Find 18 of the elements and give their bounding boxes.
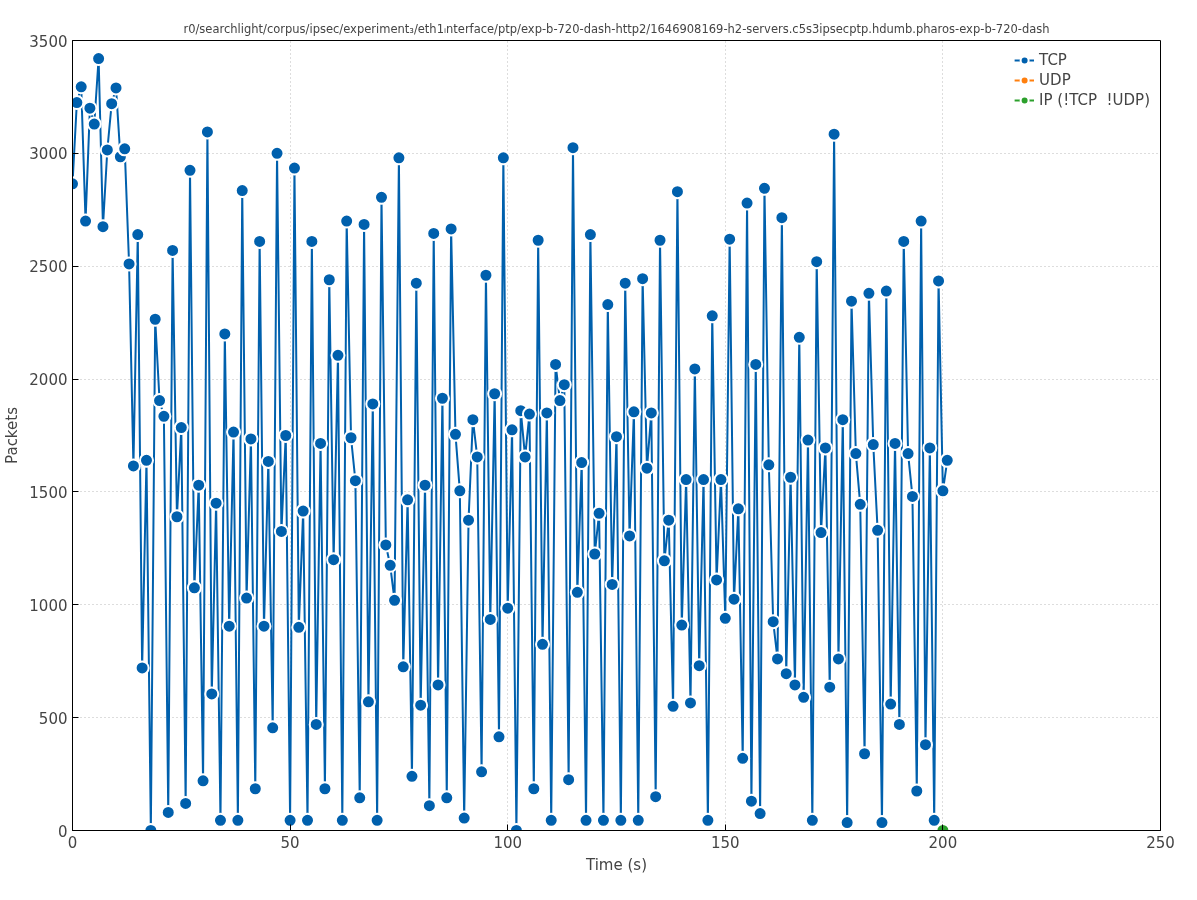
y-tick-label: 3500 (29, 32, 68, 51)
y-tick-label: 3000 (29, 145, 68, 164)
x-tick-label: 50 (280, 833, 300, 852)
x-tick-label: 100 (493, 833, 523, 852)
y-tick-label: 500 (38, 709, 68, 728)
legend-label: UDP (1039, 71, 1071, 89)
y-tick-label: 1500 (29, 483, 68, 502)
x-axis-title: Time (s) (585, 855, 647, 874)
legend-label: IP (!TCP !UDP) (1039, 91, 1150, 109)
x-tick-label: 200 (928, 833, 958, 852)
y-tick-label: 2000 (29, 371, 68, 390)
y-tick-label: 1000 (29, 596, 68, 615)
y-tick-label: 2500 (29, 258, 68, 277)
x-tick-label: 250 (1146, 833, 1175, 852)
legend-label: TCP (1039, 51, 1067, 69)
chart-title: r0/searchlight/corpus/ipsec/experiment₃/eth1ᵢnterface/ptp/exp-b-720-dash-http2/1646908169-h2-servers.c5s3ipsecptp.hdumb.pharos-exp-b-720-dash (183, 21, 1050, 36)
x-tick-label: 150 (710, 833, 740, 852)
y-axis-title: Packets (3, 406, 22, 464)
